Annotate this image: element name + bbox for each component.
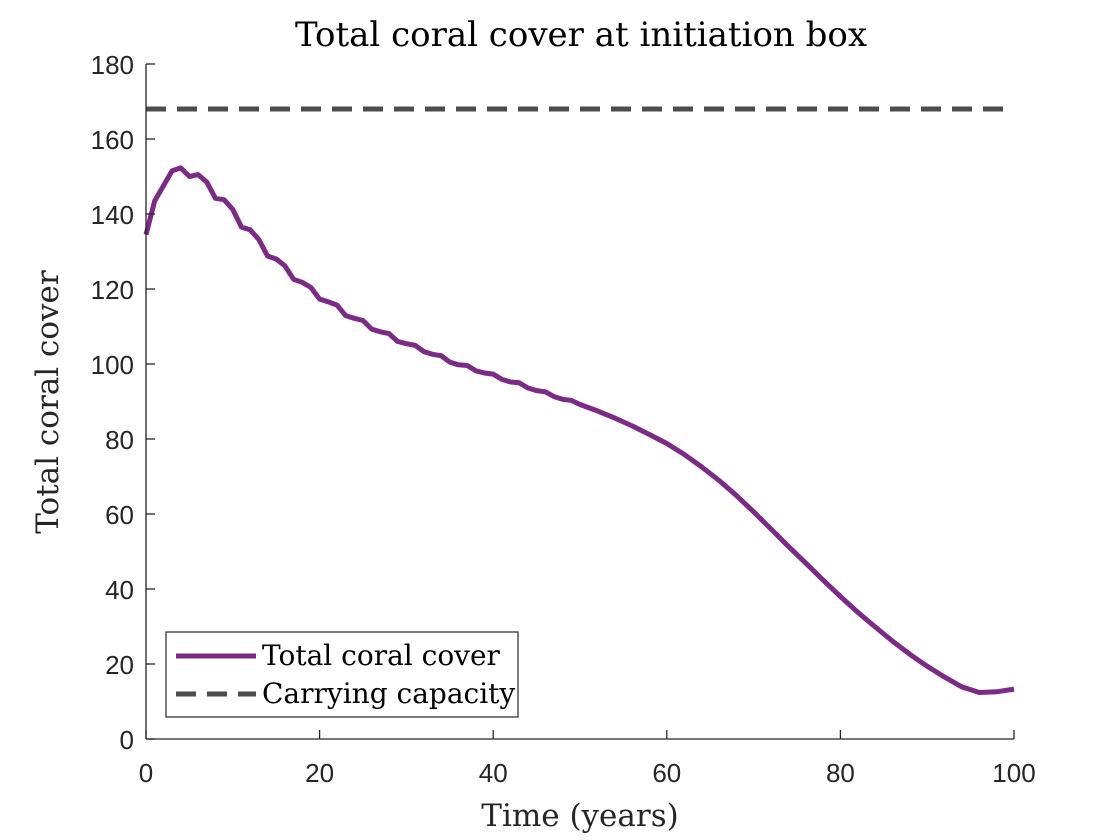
x-tick-label: 100 [992, 758, 1035, 788]
y-tick-label: 80 [105, 425, 134, 455]
series-line-total-coral-cover [143, 165, 1015, 695]
x-tick-label: 60 [652, 758, 681, 788]
y-tick-label: 60 [105, 500, 134, 530]
y-tick-label: 140 [91, 200, 134, 230]
x-axis-title: Time (years) [481, 798, 678, 834]
x-tick-label: 80 [826, 758, 855, 788]
axes-layer: 0 20 40 60 80 100 0 20 40 60 80 100 120 140 160 180 [91, 50, 1036, 788]
legend-box [165, 631, 519, 718]
legend-label-carrying-capacity: Carrying capacity [262, 677, 515, 710]
y-tick-label: 20 [105, 650, 134, 680]
legend: Total coral cover Carrying capacity [165, 631, 519, 718]
y-tick-label: 40 [105, 575, 134, 605]
x-tick-label: 20 [305, 758, 334, 788]
chart-title: Total coral cover at initiation box [295, 15, 867, 55]
y-tick-label: 100 [91, 350, 134, 380]
legend-label-total-coral-cover: Total coral cover [262, 639, 501, 672]
y-tick-label: 180 [91, 50, 134, 80]
y-axis-title: Total coral cover [30, 270, 66, 534]
x-tick-label: 0 [139, 758, 153, 788]
y-tick-label: 0 [120, 725, 134, 755]
x-tick-label: 40 [479, 758, 508, 788]
y-tick-label: 160 [91, 125, 134, 155]
series-layer [143, 106, 1015, 695]
y-tick-label: 120 [91, 275, 134, 305]
